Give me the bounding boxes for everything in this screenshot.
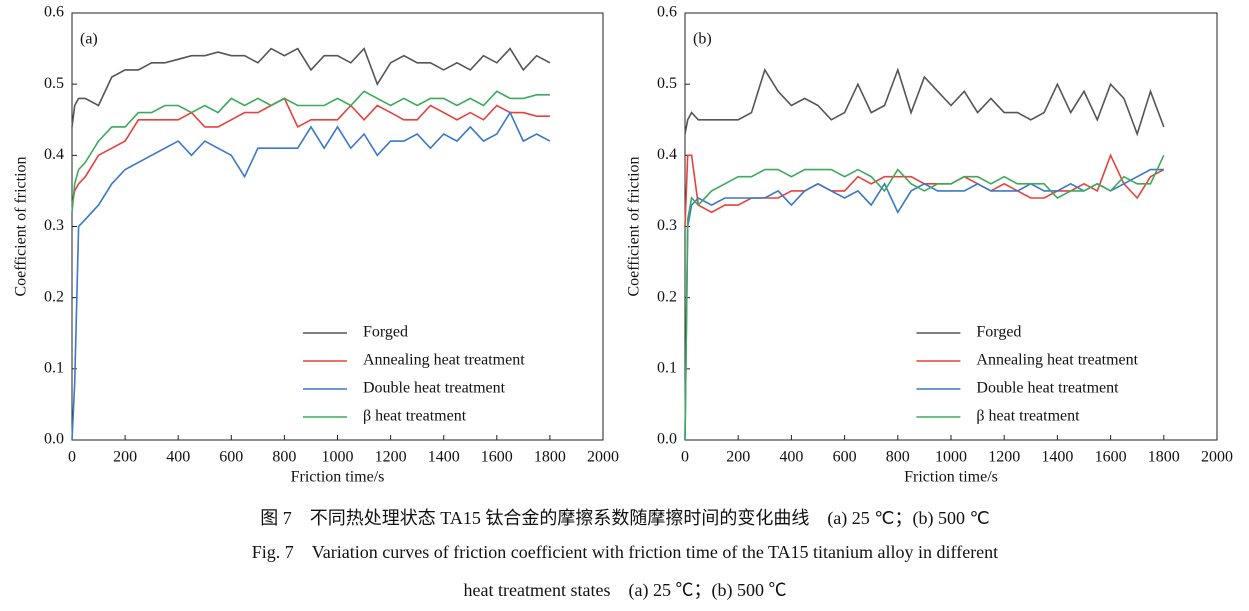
y-tick-label: 0.6 — [657, 4, 677, 21]
x-tick-label: 1200 — [375, 449, 407, 466]
x-tick-label: 800 — [272, 449, 296, 466]
y-tick-label: 0.2 — [657, 288, 677, 305]
panel-label: (a) — [80, 31, 98, 48]
legend-label: Annealing heat treatment — [976, 352, 1138, 369]
x-tick-label: 800 — [886, 449, 910, 466]
legend-label: β heat treatment — [976, 408, 1080, 425]
y-tick-label: 0.5 — [44, 75, 64, 92]
y-axis-label: Coefficient of friction — [13, 156, 30, 296]
caption-en: heat treatment states (a) 25 ℃；(b) 500 ℃ — [464, 580, 787, 601]
x-tick-label: 0 — [681, 449, 689, 466]
y-tick-label: 0.0 — [44, 431, 64, 448]
y-tick-label: 0.3 — [657, 217, 677, 234]
x-axis-label: Friction time/s — [904, 469, 998, 486]
caption-en: Fig. 7 Variation curves of friction coef… — [252, 542, 998, 562]
y-tick-label: 0.0 — [657, 431, 677, 448]
x-tick-label: 1800 — [1148, 449, 1180, 466]
legend-label: β heat treatment — [363, 408, 467, 425]
x-tick-label: 400 — [166, 449, 190, 466]
x-tick-label: 1000 — [322, 449, 354, 466]
y-tick-label: 0.1 — [657, 360, 677, 377]
x-tick-label: 2000 — [587, 449, 619, 466]
legend-label: Double heat treatment — [976, 380, 1119, 397]
x-tick-label: 1200 — [988, 449, 1020, 466]
plot-frame — [71, 12, 604, 441]
x-tick-label: 600 — [219, 449, 243, 466]
legend-label: Forged — [976, 324, 1021, 341]
x-tick-label: 1600 — [1095, 449, 1127, 466]
x-tick-label: 1400 — [1041, 449, 1073, 466]
caption-zh: 图 7 不同热处理状态 TA15 钛合金的摩擦系数随摩擦时间的变化曲线 (a) … — [260, 508, 989, 529]
legend-label: Forged — [363, 324, 408, 341]
series-line — [71, 47, 551, 128]
x-tick-label: 200 — [113, 449, 137, 466]
legend-label: Annealing heat treatment — [363, 352, 525, 369]
y-tick-label: 0.2 — [44, 288, 64, 305]
plot-frame — [684, 12, 1218, 441]
y-tick-label: 0.3 — [44, 217, 64, 234]
series-line — [71, 110, 551, 441]
x-tick-label: 600 — [833, 449, 857, 466]
y-tick-label: 0.6 — [44, 4, 64, 21]
y-tick-label: 0.4 — [657, 146, 677, 163]
y-tick-label: 0.1 — [44, 360, 64, 377]
x-tick-label: 2000 — [1201, 449, 1233, 466]
x-tick-label: 0 — [68, 449, 76, 466]
series-line — [71, 97, 550, 206]
y-tick-label: 0.4 — [44, 146, 64, 163]
x-tick-label: 1600 — [481, 449, 513, 466]
series-line — [684, 168, 1164, 441]
x-tick-label: 1400 — [428, 449, 460, 466]
series-line — [684, 153, 1165, 227]
x-axis-label: Friction time/s — [291, 469, 385, 486]
legend-label: Double heat treatment — [363, 380, 506, 397]
x-tick-label: 400 — [779, 449, 803, 466]
series-line — [684, 67, 1165, 137]
series-line — [684, 154, 1165, 441]
x-tick-label: 200 — [726, 449, 750, 466]
series-line — [71, 90, 550, 213]
x-tick-label: 1000 — [935, 449, 967, 466]
x-tick-label: 1800 — [534, 449, 566, 466]
panel-label: (b) — [693, 31, 712, 48]
y-axis-label: Coefficient of friction — [626, 156, 643, 296]
y-tick-label: 0.5 — [657, 75, 677, 92]
